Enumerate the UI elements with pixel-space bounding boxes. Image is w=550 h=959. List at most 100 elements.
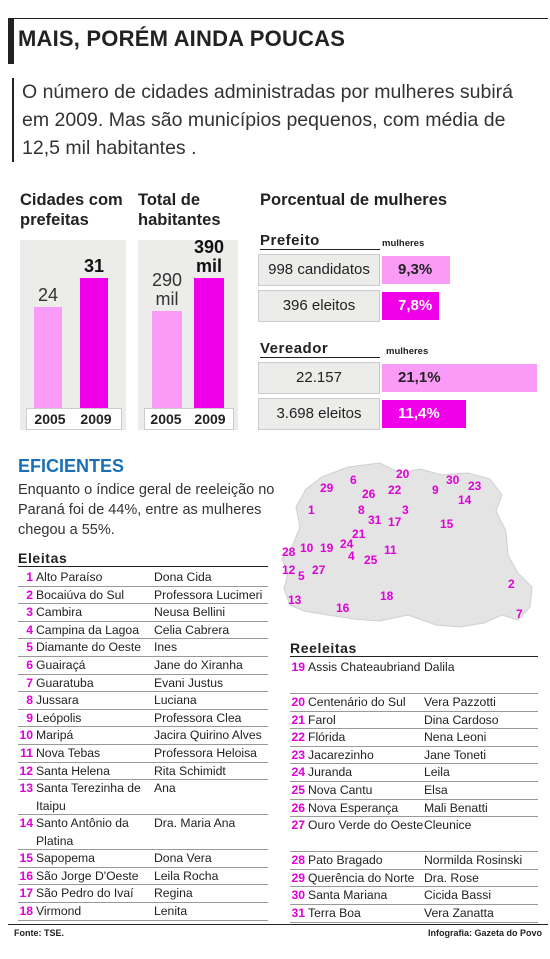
prefeito-candidatos-box: 998 candidatos <box>258 254 380 286</box>
list-item-number: 11 <box>20 746 33 760</box>
prefeito-candidatos-bar: 9,3% <box>382 256 451 284</box>
prefeito-eleitos-bar: 7,8% <box>382 292 440 320</box>
list-item-city: Santo Antônio da Platina <box>36 816 129 848</box>
list-item: 3 Cambira Neusa Bellini <box>18 604 268 622</box>
list-item: 14 Santo Antônio da Platina Dra. Maria Ana <box>18 815 268 851</box>
list-item-person: Leila Rocha <box>154 868 219 883</box>
chart-cidades-title: Cidades com prefeitas <box>20 191 123 229</box>
chart-habitantes-bar-2009 <box>194 278 224 408</box>
map-label: 4 <box>348 549 355 563</box>
list-item: 9 Leópolis Professora Clea <box>18 710 268 728</box>
list-item-person: Jane Toneti <box>424 747 487 762</box>
eficientes-title: EFICIENTES <box>18 456 125 476</box>
list-item-city: São Jorge D'Oeste <box>36 868 139 883</box>
list-item: 5 Diamante do Oeste Ines <box>18 639 268 657</box>
map-label: 11 <box>384 543 397 557</box>
list-item-person: Dona Cida <box>154 570 212 584</box>
list-item-city: Cambira <box>36 605 83 620</box>
list-item-person: Dalila <box>424 660 455 674</box>
vereador-eleitos-label: 3.698 eleitos <box>276 405 362 422</box>
list-item-city: Centenário do Sul <box>308 695 406 709</box>
map-label: 3 <box>402 503 409 517</box>
map-label: 24 <box>340 537 354 551</box>
list-item-number: 26 <box>291 800 305 815</box>
parana-map <box>281 462 533 628</box>
chart-cidades-bar-2005 <box>34 307 62 408</box>
prefeito-candidatos-pct: 9,3% <box>398 261 433 278</box>
chart-habitantes-year-2005: 2005 <box>150 411 182 427</box>
list-item: 17 São Pedro do Ivaí Regina <box>18 885 268 903</box>
list-item-number: 1 <box>26 570 33 584</box>
map-label: 8 <box>358 503 365 517</box>
list-item: 16 São Jorge D'Oeste Leila Rocha <box>18 868 268 886</box>
list-item-person: Lenita <box>154 904 188 918</box>
vereador-eleitos-box: 3.698 eleitos <box>258 398 380 430</box>
list-item-number: 9 <box>26 710 33 725</box>
list-item: 21 Farol Dina Cardoso <box>290 712 538 730</box>
list-item-number: 19 <box>291 660 305 674</box>
list-item: 6 Guairaçá Jane do Xiranha <box>18 657 268 675</box>
chart-habitantes-value-2009: 390 mil <box>193 237 225 276</box>
vereador-eleitos-pct: 11,4% <box>398 405 440 422</box>
list-item-city: Guairaçá <box>36 658 86 672</box>
list-item-number: 14 <box>19 816 33 831</box>
list-item-city: Diamante do Oeste <box>36 640 142 655</box>
map-label: 29 <box>320 481 334 495</box>
page-title: MAIS, PORÉM AINDA POUCAS <box>18 26 346 51</box>
vereador-header: Vereador <box>260 340 380 358</box>
list-item: 22 Flórida Nena Leoni <box>290 729 538 747</box>
list-item-number: 15 <box>19 851 33 866</box>
map-label: 18 <box>380 589 394 603</box>
list-item-city: Flórida <box>308 730 346 745</box>
chart-habitantes-value-2005: 290 mil <box>151 270 183 310</box>
eficientes-text: Enquanto o índice geral de reeleição no … <box>18 482 275 538</box>
list-item: 27 Ouro Verde do Oeste Cleunice <box>290 817 538 853</box>
map-label: 23 <box>468 479 482 493</box>
title-frame <box>8 18 548 64</box>
vereador-eleitos-bar: 11,4% <box>382 400 466 428</box>
list-item-person: Nena Leoni <box>424 730 487 745</box>
chart-habitantes-panel: 290 mil 390 mil 2005 2009 <box>138 237 238 430</box>
map-label: 2 <box>508 577 515 591</box>
map-label: 16 <box>336 601 350 615</box>
chart-cidades-panel: 24 31 2005 2009 <box>20 240 126 430</box>
prefeito-eleitos-pct: 7,8% <box>398 297 433 314</box>
list-item-number: 13 <box>19 781 33 796</box>
list-item-number: 28 <box>291 853 305 868</box>
prefeito-eleitos-label: 396 eleitos <box>282 297 356 314</box>
list-item: 18 Virmond Lenita <box>18 903 268 921</box>
map-label: 31 <box>368 513 382 527</box>
chart-habitantes-title: Total de habitantes <box>138 191 221 229</box>
list-item-person: Professora Lucimeri <box>154 587 263 602</box>
list-item-number: 12 <box>19 763 33 778</box>
list-item-person: Vera Pazzotti <box>424 695 496 709</box>
map-label: 6 <box>350 473 357 487</box>
prefeito-header: Prefeito <box>260 232 380 250</box>
list-item-number: 3 <box>26 605 33 620</box>
list-item-person: Professora Heloisa <box>154 746 257 760</box>
list-item: 19 Assis Chateaubriand Dalila <box>290 659 538 694</box>
map-label: 14 <box>458 493 472 507</box>
map-label: 21 <box>352 527 366 541</box>
map-label: 5 <box>298 569 305 583</box>
list-item-person: Jacira Quirino Alves <box>154 728 262 743</box>
list-item: 30 Santa Mariana Cicida Bassi <box>290 887 538 905</box>
list-item-number: 6 <box>26 658 33 672</box>
chart-habitantes-bar-2005 <box>152 311 182 408</box>
list-item: 10 Maripá Jacira Quirino Alves <box>18 727 268 745</box>
list-item-number: 20 <box>291 695 305 709</box>
chart-cidades-bar-2009 <box>80 278 108 408</box>
list-item-city: Sapopema <box>36 851 95 866</box>
list-item-city: São Pedro do Ivaí <box>36 886 134 901</box>
list-item-city: Nova Esperança <box>308 800 399 815</box>
list-item-person: Luciana <box>154 693 197 708</box>
map-label: 13 <box>288 593 302 607</box>
list-item-city: Juranda <box>308 765 353 780</box>
list-item-city: Farol <box>308 712 336 727</box>
list-item: 13 Santa Terezinha de Itaipu Ana <box>18 780 268 816</box>
map-label: 25 <box>364 553 378 567</box>
list-item: 11 Nova Tebas Professora Heloisa <box>18 745 268 763</box>
list-item-city: Alto Paraíso <box>36 570 103 584</box>
list-item: 23 Jacarezinho Jane Toneti <box>290 747 538 765</box>
map-label: 22 <box>388 483 402 497</box>
